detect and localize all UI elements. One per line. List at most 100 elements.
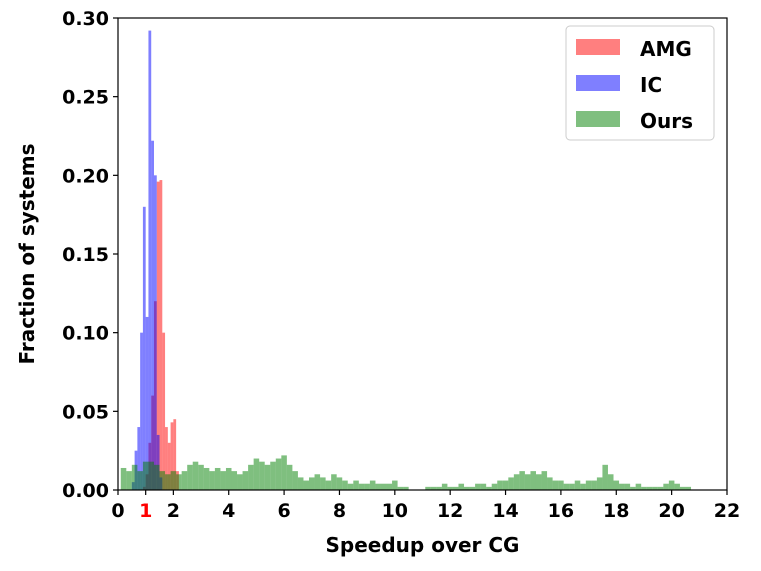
bar-ours (613, 480, 620, 490)
bar-ours (237, 474, 243, 490)
bar-ic (148, 30, 152, 490)
bar-ours (674, 483, 680, 490)
x-tick-label: 2 (167, 500, 180, 522)
bar-ours (607, 474, 614, 490)
bar-ours (663, 483, 669, 490)
bar-ours (320, 477, 326, 490)
legend-label-ic: IC (640, 73, 662, 97)
bar-ic (137, 427, 141, 490)
bar-ours (375, 483, 381, 490)
x-tick-label: 1 (139, 500, 152, 522)
bar-ours (646, 486, 653, 490)
bar-amg (170, 422, 174, 490)
bar-ours (225, 467, 232, 490)
bar-ours (137, 471, 143, 490)
bar-ours (436, 486, 442, 490)
bar-ours (165, 474, 171, 490)
bar-ours (120, 467, 127, 490)
bar-ours (541, 471, 548, 490)
bar-ic (151, 140, 154, 490)
bar-ours (286, 464, 293, 490)
bar-ours (358, 483, 365, 490)
bar-amg (167, 442, 171, 490)
bar-ours (342, 480, 348, 490)
bar-ours (142, 461, 149, 490)
bar-ours (641, 486, 647, 490)
bar-ours (547, 477, 553, 490)
bar-ours (563, 483, 570, 490)
bar-ours (464, 486, 470, 490)
x-tick-label: 14 (492, 500, 518, 522)
bar-ours (331, 474, 337, 490)
bar-ours (297, 477, 304, 490)
bar-ours (403, 486, 409, 490)
legend-swatch-ic (576, 75, 620, 91)
bar-ours (580, 483, 586, 490)
y-tick-label: 0.20 (62, 165, 109, 187)
x-tick-label: 10 (382, 500, 408, 522)
bar-ours (153, 464, 160, 490)
y-tick-label: 0.15 (62, 244, 109, 266)
x-axis: 0 1 2 4 6 8 10 12 14 16 18 20 22 (111, 490, 740, 522)
bar-amg (159, 180, 163, 490)
y-tick-label: 0.25 (62, 87, 109, 109)
bar-ours (668, 480, 675, 490)
bar-ours (220, 471, 226, 490)
y-tick-label: 0.05 (62, 401, 109, 423)
bar-ours (596, 477, 603, 490)
bar-ours (685, 486, 692, 490)
bar-ours (176, 474, 182, 490)
bar-amg (173, 419, 177, 490)
bar-amg (156, 181, 160, 491)
bar-ours (369, 480, 376, 490)
bar-ours (524, 474, 531, 490)
bar-ours (181, 471, 188, 490)
bar-ours (585, 480, 592, 490)
bar-ours (630, 486, 636, 490)
bar-ours (325, 480, 332, 490)
y-tick-label: 0.30 (62, 8, 109, 30)
y-axis-title: Fraction of systems (15, 143, 39, 364)
bar-ours (242, 471, 249, 490)
bar-ours (475, 483, 481, 490)
bar-ours (187, 464, 193, 490)
bar-ours (447, 486, 453, 490)
bar-ours (497, 480, 503, 490)
bar-ours (513, 474, 520, 490)
bar-ours (386, 483, 393, 490)
bar-ours (253, 458, 260, 490)
bar-ours (309, 477, 315, 490)
bar-ours (392, 480, 398, 490)
bar-ours (159, 471, 166, 490)
bar-ours (480, 483, 487, 490)
bar-ours (552, 480, 559, 490)
bar-ours (530, 471, 536, 490)
bar-ours (619, 483, 625, 490)
bar-amg (165, 427, 168, 490)
bar-ours (380, 483, 387, 490)
x-tick-label: 12 (437, 500, 463, 522)
x-tick-label: 20 (658, 500, 684, 522)
bar-ours (430, 486, 437, 490)
bar-ours (231, 471, 238, 490)
bar-ic (140, 332, 143, 490)
bars-layer (120, 30, 692, 491)
bar-ours (170, 471, 177, 490)
bar-ours (519, 471, 525, 490)
bar-ours (314, 474, 321, 490)
bar-ours (635, 483, 642, 490)
x-tick-label: 4 (222, 500, 235, 522)
legend-swatch-ours (576, 111, 620, 127)
bar-ours (486, 486, 492, 490)
bar-ic (156, 434, 160, 490)
bar-ours (303, 480, 310, 490)
bar-ours (214, 467, 221, 490)
bar-ours (281, 455, 287, 490)
y-axis: 0.00 0.05 0.10 0.15 0.20 0.25 0.30 (62, 8, 118, 502)
bar-ours (131, 464, 138, 490)
bar-ours (192, 461, 199, 490)
bar-ours (203, 467, 210, 490)
x-tick-label: 0 (111, 500, 124, 522)
y-tick-label: 0.00 (62, 480, 109, 502)
